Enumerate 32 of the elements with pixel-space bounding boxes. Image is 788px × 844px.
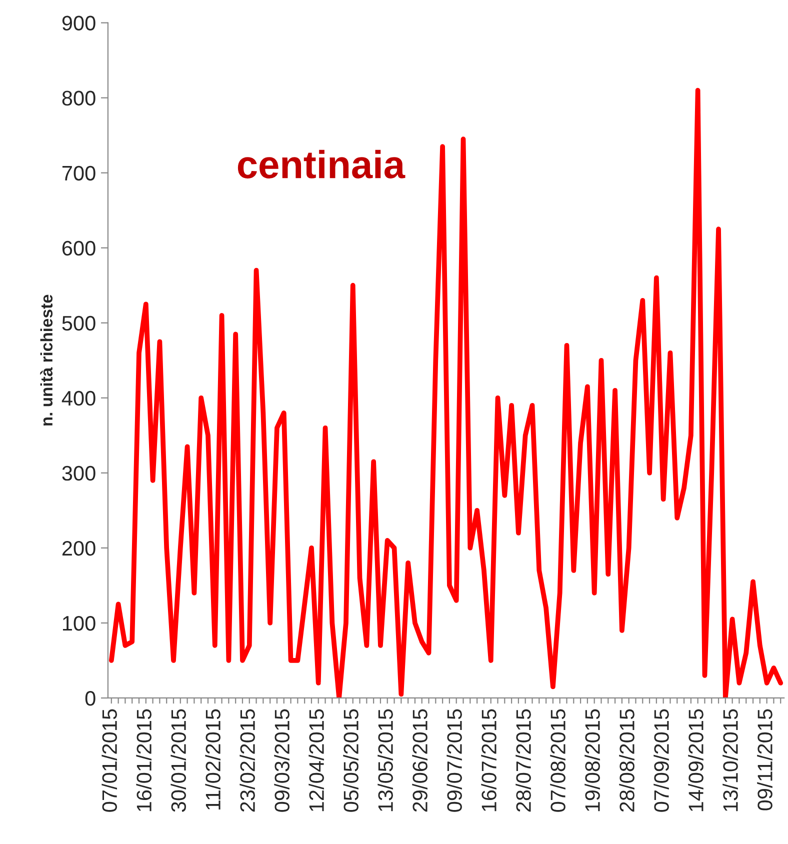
y-axis-title: n. unità richieste — [40, 294, 53, 426]
y-tick-label: 600 — [62, 240, 96, 256]
x-tick-label: 09/07/2015 — [446, 709, 462, 812]
y-tick-label: 400 — [62, 390, 96, 406]
y-tick-label: 200 — [62, 540, 96, 556]
x-tick-label: 07/08/2015 — [550, 709, 566, 812]
x-tick-label: 29/06/2015 — [412, 709, 428, 812]
x-tick-label: 16/07/2015 — [481, 709, 496, 812]
annotation: centinaia — [238, 150, 406, 178]
x-tick-label: 28/08/2015 — [619, 709, 634, 812]
x-tick-label: 11/02/2015 — [205, 709, 220, 810]
x-tick-label: 05/05/2015 — [343, 709, 358, 812]
y-tick-label: 300 — [62, 466, 96, 481]
x-tick-label: 16/01/2015 — [136, 709, 152, 812]
x-tick-label: 23/02/2015 — [240, 709, 255, 812]
y-tick-label: 900 — [62, 16, 96, 31]
y-tick-label: 800 — [62, 90, 96, 106]
y-tick-label: 100 — [62, 616, 96, 631]
x-tick-label: 28/07/2015 — [516, 709, 531, 812]
x-tick-label: 12/04/2015 — [308, 709, 324, 812]
x-tick-label: 09/03/2015 — [274, 709, 290, 812]
y-tick-label: 700 — [62, 166, 96, 181]
x-tick-label: 13/05/2015 — [378, 709, 393, 812]
x-tick-label: 30/01/2015 — [170, 709, 186, 812]
x-tick-label: 19/08/2015 — [584, 709, 600, 812]
y-tick-label: 0 — [85, 690, 96, 706]
x-tick-label: 14/09/2015 — [688, 709, 704, 812]
x-tick-label: 07/01/2015 — [102, 709, 117, 812]
x-tick-label: 13/10/2015 — [722, 709, 738, 812]
x-tick-label: 09/11/2015 — [757, 709, 772, 810]
x-tick-label: 07/09/2015 — [654, 709, 669, 812]
y-tick-label: 500 — [62, 316, 96, 331]
